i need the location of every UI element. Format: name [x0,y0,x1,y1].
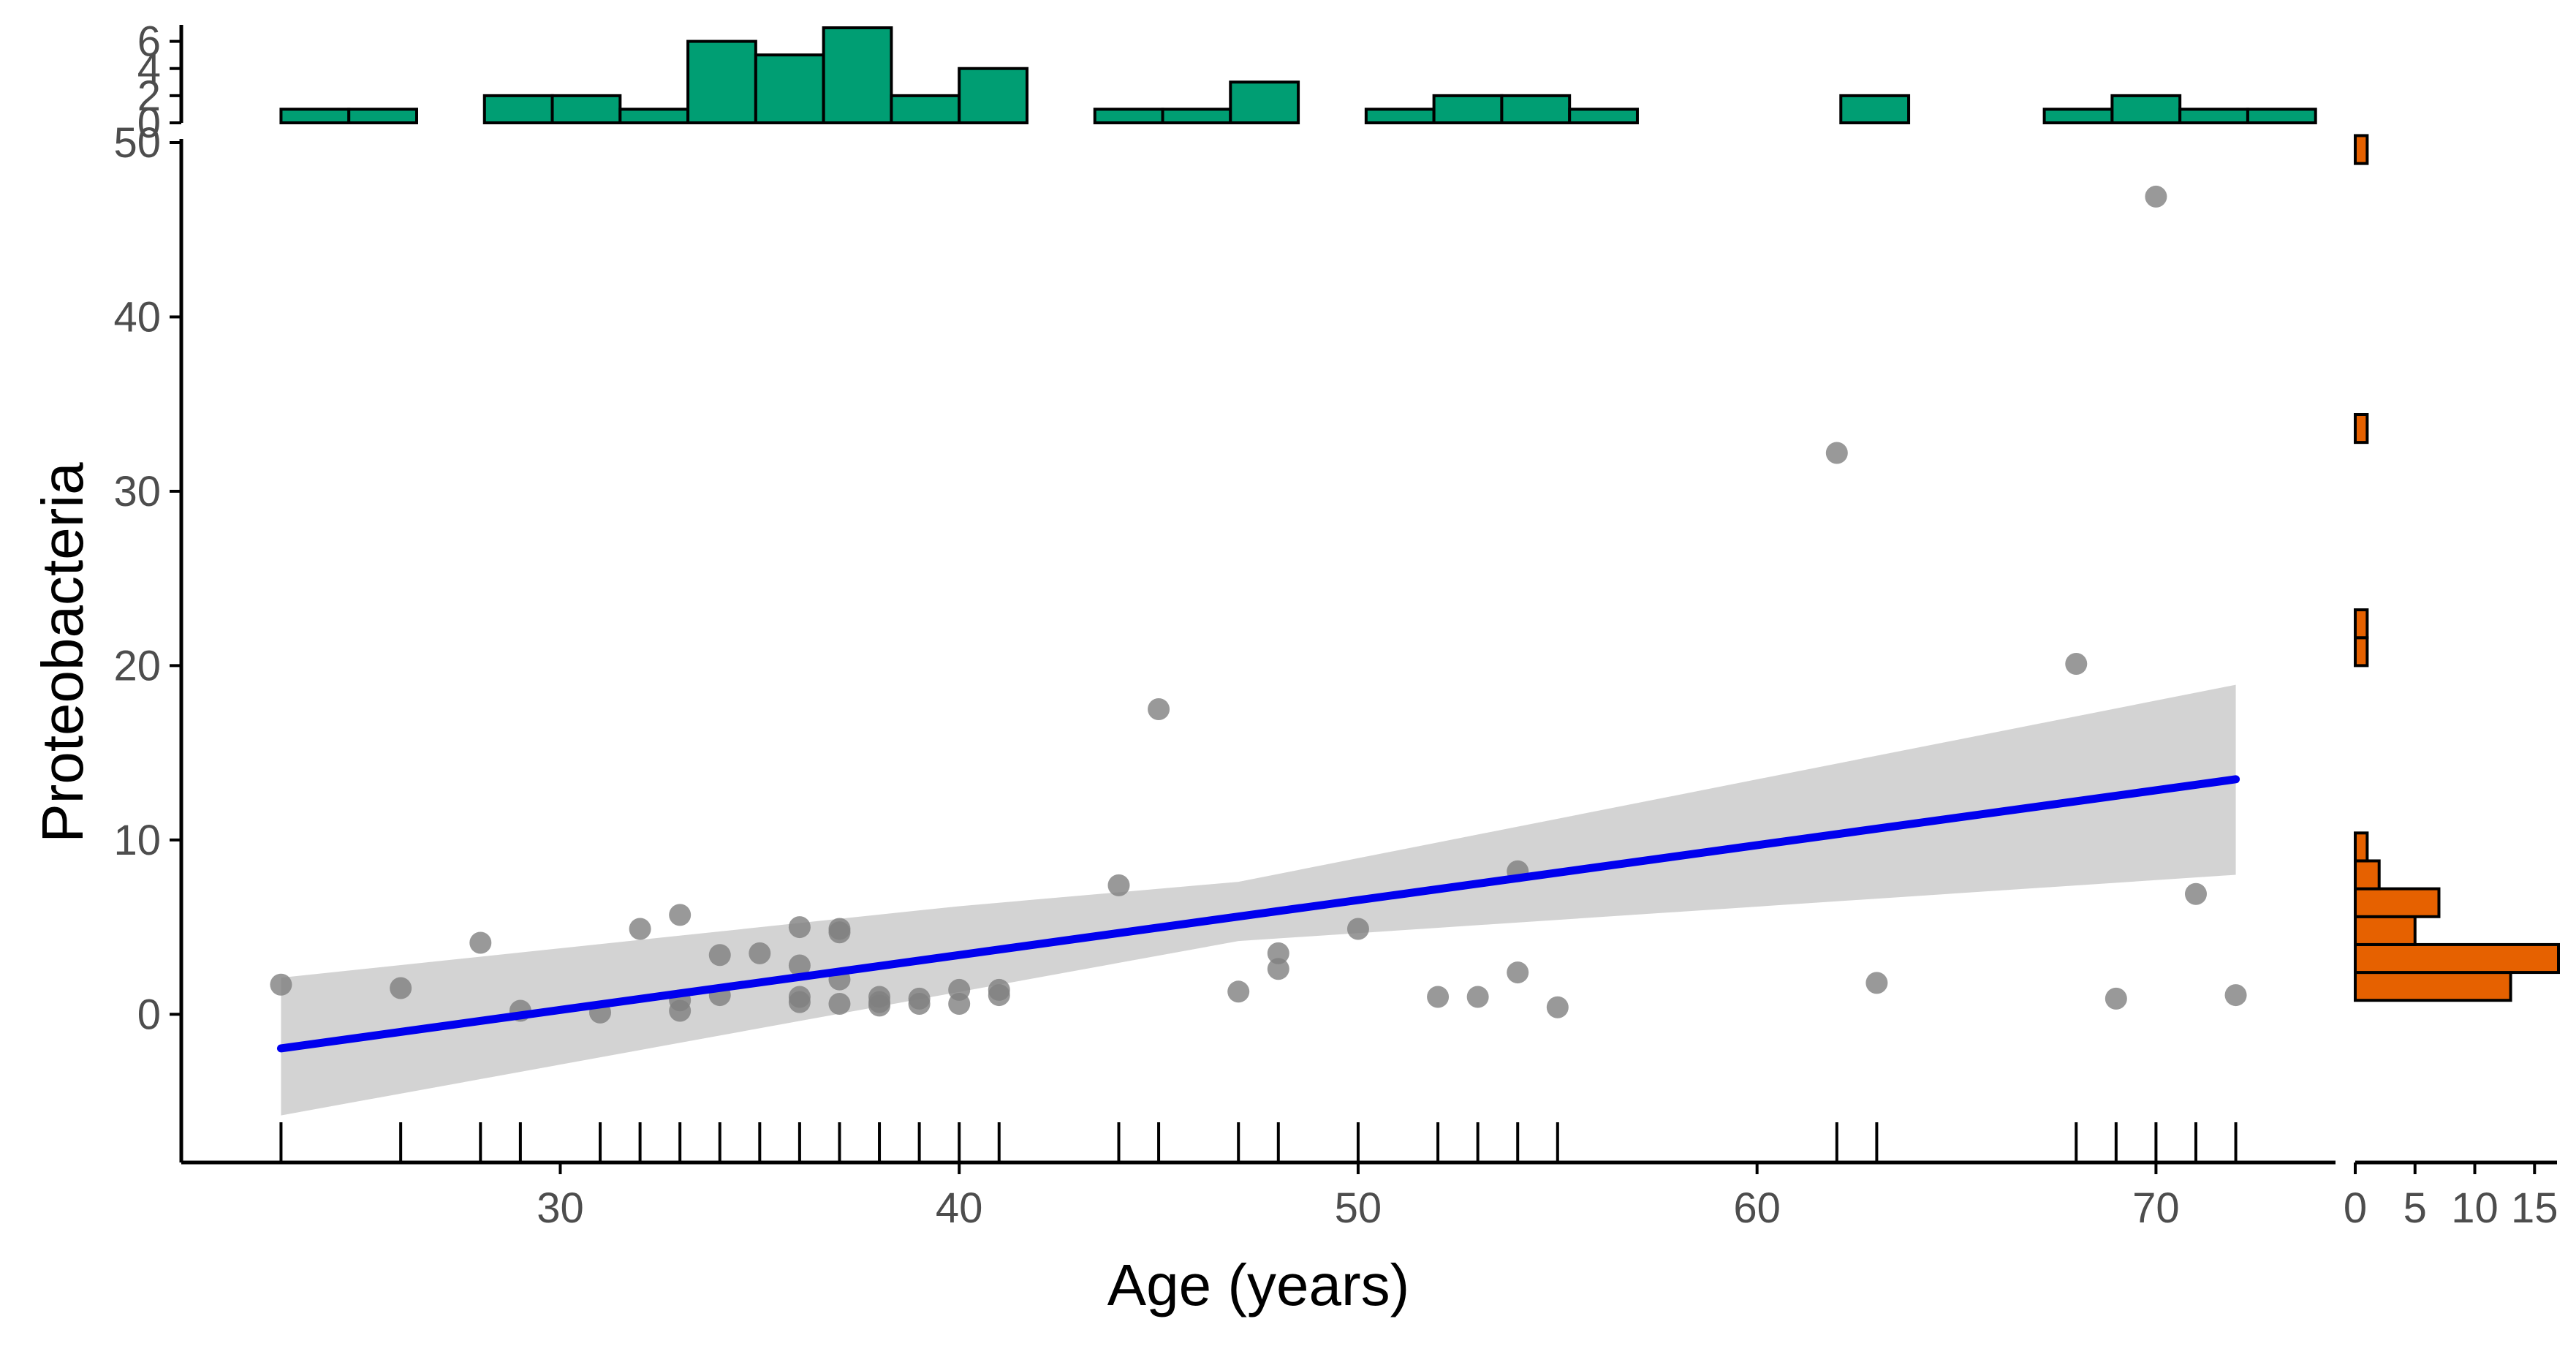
data-point [828,993,851,1015]
data-point [2065,653,2088,675]
data-point [948,993,971,1015]
top-hist-bar [1568,107,1639,125]
data-point [1267,942,1289,964]
top-hist-bar [1229,80,1300,124]
top-hist-bar [1161,107,1232,125]
data-point [1148,698,1170,720]
top-hist-bar [2110,94,2182,125]
data-point [669,904,692,926]
data-point [828,921,851,944]
top-hist-bar [958,67,1028,124]
data-point [1865,972,1888,994]
top-hist-bar [2178,107,2249,125]
right-hist-bar [2354,608,2369,640]
data-point [908,993,931,1015]
top-hist-tick-label: 2 [137,72,161,120]
y-tick-label: 20 [113,642,161,689]
right-hist-bar [2354,413,2369,445]
data-point [1107,874,1130,896]
data-point [1427,986,1450,1008]
y-tick-label: 50 [113,119,161,167]
data-point [708,944,731,967]
top-hist-bar [1432,94,1504,125]
top-hist-bar [482,94,554,125]
main-panel: 0 10 20 30 40 50 30 40 50 60 70 [113,119,2336,1232]
top-hist-bar [890,94,961,125]
x-tick-label: 40 [936,1184,983,1232]
top-hist-bar [2042,107,2114,125]
right-hist-bar [2354,636,2369,668]
data-point [1346,918,1369,940]
x-tick-label: 70 [2132,1184,2180,1232]
top-hist-bar [618,107,690,125]
x-axis-title: Age (years) [1107,1252,1409,1317]
x-tick-label: 50 [1335,1184,1382,1232]
top-hist-bar [1364,107,1436,125]
right-histogram-panel: 0 5 10 15 [2344,134,2560,1232]
top-hist-tick-label: 4 [137,45,161,93]
data-point [390,977,412,999]
y-tick-label: 30 [113,468,161,515]
x-tick-label: 30 [537,1184,584,1232]
data-point [868,994,891,1017]
data-point [1546,996,1569,1018]
x-tick-label: 60 [1733,1184,1781,1232]
data-point [2105,987,2127,1010]
data-point [788,916,811,939]
right-hist-bar [2354,971,2512,1002]
right-hist-bar [2354,887,2441,918]
data-point [788,954,811,977]
data-point [1267,958,1289,980]
top-hist-bar [550,94,622,125]
data-point [1825,442,1848,464]
top-hist-bar [754,53,825,124]
right-hist-tick-label: 15 [2511,1184,2558,1232]
data-point [788,991,811,1013]
regression-line [276,775,2240,1053]
right-hist-bar [2354,915,2417,946]
right-hist-bar [2354,134,2369,165]
top-hist-bar [822,26,893,124]
top-hist-bar [2246,107,2317,125]
right-hist-bar [2354,859,2381,891]
data-point [469,931,492,954]
y-tick-label: 10 [113,817,161,864]
y-axis-title: Proteobacteria [30,462,95,843]
top-hist-tick-label: 6 [137,18,161,66]
right-hist-bar [2354,831,2369,863]
data-point [629,918,651,940]
top-hist-bar [686,39,757,125]
right-hist-tick-label: 5 [2403,1184,2427,1232]
top-hist-bar [1500,94,1572,125]
right-hist-bar [2354,942,2560,975]
data-point [749,942,771,964]
top-hist-bar [279,107,351,125]
data-point [2224,984,2247,1007]
data-point [2184,882,2207,905]
data-point [1507,961,1529,984]
data-point [988,984,1010,1007]
data-point [270,973,292,996]
y-tick-label: 0 [137,991,161,1038]
y-tick-label: 40 [113,293,161,341]
top-hist-bar [1093,107,1164,125]
top-hist-bar [347,107,418,125]
data-point [2145,185,2167,208]
top-hist-bar [1839,94,1911,125]
right-hist-tick-label: 0 [2344,1184,2367,1232]
data-point [1466,986,1489,1008]
data-point [1227,980,1250,1003]
confidence-band [281,684,2236,1116]
right-hist-tick-label: 10 [2451,1184,2499,1232]
top-hist-tick-label: 0 [137,99,161,147]
